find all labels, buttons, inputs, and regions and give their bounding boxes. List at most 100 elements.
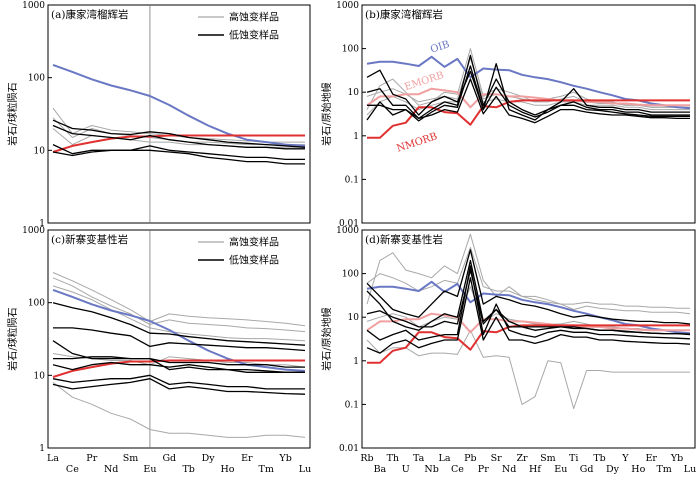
plot-frame	[47, 229, 311, 449]
x-tick-label: Nd	[104, 464, 118, 475]
low-alteration-series-line	[53, 327, 306, 352]
low-alteration-series-line	[366, 259, 691, 336]
x-tick-label: Lu	[299, 464, 311, 475]
low-alteration-series-line	[52, 378, 306, 395]
plot-frame	[361, 4, 696, 224]
low-alteration-series-line	[366, 265, 691, 341]
x-tick-label: Th	[387, 453, 399, 464]
x-tick-label: La	[47, 453, 59, 464]
low-alteration-series-line	[52, 302, 306, 346]
y-tick-label: 10	[348, 88, 360, 98]
x-tick-label: Sm	[540, 453, 556, 464]
low-alteration-series-line	[366, 78, 690, 124]
y-tick-label: 1	[39, 219, 45, 229]
high-alteration-series-line	[52, 285, 306, 342]
y-tick-label: 1000	[336, 226, 359, 236]
legend-high-label: 高蚀变样品	[229, 11, 279, 24]
low-alteration-series-line	[366, 63, 690, 121]
y-tick-label: 1000	[22, 226, 45, 236]
high-alteration-series-line	[366, 246, 691, 315]
x-tick-label: Ce	[66, 464, 79, 475]
reference-line	[367, 324, 690, 364]
panel-title: (b)康家湾榴辉岩	[365, 8, 443, 21]
reference-line	[366, 312, 690, 334]
y-tick-label: 0.01	[339, 219, 359, 229]
x-tick-label: Ta	[413, 453, 425, 464]
y-tick-label: 1	[353, 132, 359, 142]
x-tick-label: Gd	[580, 464, 594, 475]
x-tick-label: Eu	[143, 464, 156, 475]
y-tick-label: 100	[28, 74, 45, 84]
x-tick-label: Yb	[278, 453, 291, 464]
x-tick-label: Er	[645, 453, 657, 464]
x-tick-label: Er	[241, 453, 253, 464]
panel-c: 1 10 100 1000 岩石/球粒陨石 La Ce Pr Nd Sm Eu Gd Tb Dy Ho Er T…	[6, 226, 311, 475]
legend-low-label: 低蚀变样品	[229, 29, 279, 42]
nmorb-reference-line	[367, 99, 690, 139]
legend-low-label: 低蚀变样品	[229, 254, 279, 267]
x-tick-label: Nb	[424, 464, 438, 475]
x-tick-label: Hf	[529, 464, 542, 475]
y-tick-label: 10	[34, 371, 46, 381]
low-alteration-series-line	[52, 119, 306, 148]
low-alteration-series-line	[52, 340, 305, 368]
low-alteration-series-line	[52, 144, 305, 161]
y-axis-label: 岩石/球粒陨石	[6, 307, 19, 370]
high-alteration-series-line	[366, 70, 690, 116]
y-axis-label: 岩石/原始地幔	[320, 82, 333, 145]
low-alteration-series-line	[366, 269, 691, 335]
x-tick-label: Ho	[220, 464, 234, 475]
low-alteration-series-line	[52, 361, 305, 373]
x-tick-label: Ce	[451, 464, 464, 475]
x-tick-label: Ti	[569, 453, 578, 464]
emorb-reference-line	[366, 87, 690, 109]
panel-title: (c)新寨变基性岩	[51, 233, 128, 246]
panel-title: (d)新寨变基性岩	[365, 233, 443, 246]
x-tick-label: Tb	[182, 464, 194, 475]
x-tick-label: Pr	[86, 453, 97, 464]
high-alteration-series-line	[366, 233, 690, 309]
low-alteration-series-line	[53, 356, 305, 373]
low-alteration-series-line	[367, 65, 690, 122]
y-tick-label: 10	[34, 146, 46, 156]
plot-frame	[361, 229, 696, 449]
x-tick-label: Ba	[374, 464, 387, 475]
x-tick-label: Pb	[464, 453, 476, 464]
panel-d: 0.010.11101001000岩石/原始地幔RbBaThUTaNbLaCeP…	[320, 226, 696, 475]
x-tick-label: Zr	[516, 453, 528, 464]
x-tick-label: Yb	[670, 453, 683, 464]
x-tick-label: Tb	[593, 453, 605, 464]
low-alteration-series-line	[366, 249, 691, 325]
y-tick-label: 100	[342, 270, 359, 280]
high-alteration-series-line	[52, 382, 306, 438]
x-tick-label: Dy	[606, 464, 620, 475]
x-tick-label: Eu	[554, 464, 567, 475]
y-tick-label: 0.1	[345, 175, 359, 185]
x-tick-label: Nd	[502, 464, 516, 475]
x-tick-label: Y	[621, 453, 629, 464]
low-alteration-series-line	[52, 374, 305, 390]
x-tick-label: Pr	[478, 464, 489, 475]
y-tick-label: 1000	[22, 1, 45, 11]
high-alteration-series-line	[366, 329, 690, 410]
x-tick-label: Tm	[259, 464, 274, 475]
x-tick-label: Dy	[202, 453, 216, 464]
legend-high-label: 高蚀变样品	[229, 236, 279, 249]
nmorb-label: NMORB	[395, 131, 438, 154]
x-tick-label: Sm	[123, 453, 139, 464]
x-tick-label: Sr	[491, 453, 503, 464]
reference-line	[52, 63, 306, 147]
y-tick-label: 1000	[336, 1, 359, 11]
x-tick-label: Rb	[360, 453, 373, 464]
y-tick-label: 100	[342, 45, 359, 55]
high-alteration-series-line	[52, 277, 306, 333]
x-tick-label: Gd	[162, 453, 176, 464]
y-tick-label: 0.1	[345, 400, 359, 410]
x-tick-label: Ho	[631, 464, 645, 475]
high-alteration-series-line	[366, 286, 690, 331]
x-tick-label: Lu	[684, 464, 696, 475]
y-tick-label: 10	[348, 313, 360, 323]
